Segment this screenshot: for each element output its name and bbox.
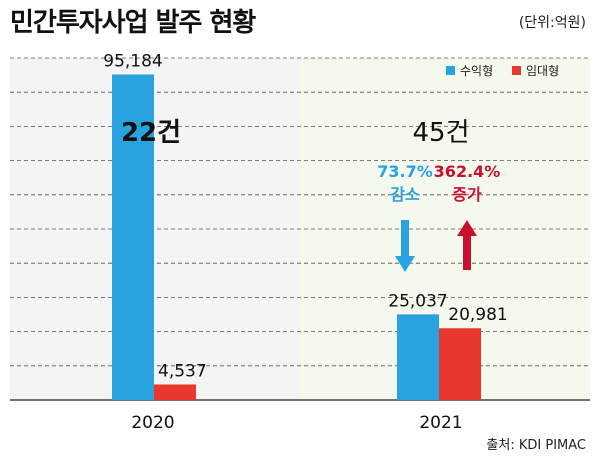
profit-change-word: 감소 — [390, 185, 420, 204]
x-tick-2020: 2020 — [131, 413, 174, 433]
value-label-lease-2020: 4,537 — [158, 361, 207, 381]
bar-profit-2021 — [397, 314, 439, 400]
value-label-profit-2021: 25,037 — [388, 291, 447, 311]
legend-swatch-profit — [446, 66, 455, 75]
bar-lease-2020 — [154, 384, 196, 400]
unit-label: (단위:억원) — [518, 15, 586, 31]
profit-change-pct: 73.7% — [377, 162, 433, 181]
up-arrow-icon — [457, 220, 477, 270]
value-label-profit-2020: 95,184 — [103, 51, 162, 71]
count-2020: 22건 — [121, 118, 181, 148]
legend-label-lease: 임대형 — [526, 64, 559, 78]
down-arrow-icon — [395, 220, 415, 272]
lease-change-word: 증가 — [452, 185, 482, 204]
chart-title: 민간투자사업 발주 현황 — [10, 8, 256, 38]
count-2021: 45건 — [412, 118, 469, 148]
legend-label-profit: 수익형 — [460, 64, 493, 78]
bar-lease-2021 — [439, 328, 481, 400]
lease-change-pct: 362.4% — [434, 162, 501, 181]
legend-swatch-lease — [512, 66, 521, 75]
x-tick-2021: 2021 — [419, 413, 462, 433]
bar-profit-2020 — [112, 74, 154, 401]
value-label-lease-2021: 20,981 — [448, 305, 507, 325]
source-label: 출처: KDI PIMAC — [486, 438, 586, 453]
